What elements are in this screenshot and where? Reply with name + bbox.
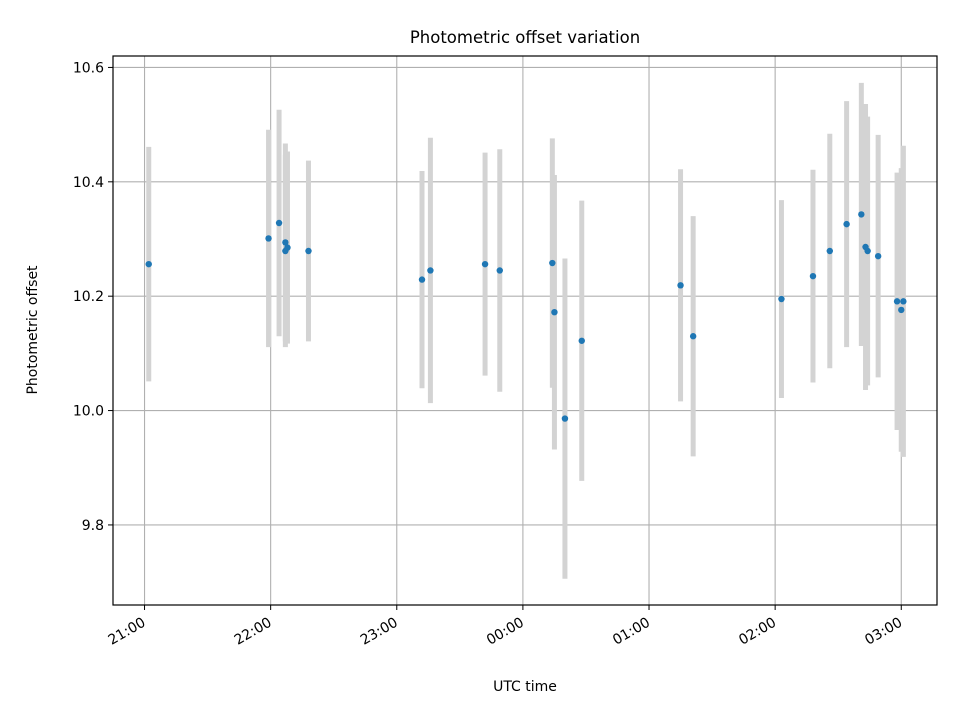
data-point: [305, 247, 312, 255]
data-point: [561, 415, 569, 422]
data-point: [282, 239, 289, 246]
x-tick-label: 23:00: [358, 615, 401, 649]
data-point: [677, 282, 684, 289]
data-point: [778, 295, 785, 303]
x-tick-label: 22:00: [232, 615, 275, 649]
x-tick-label: 03:00: [862, 615, 905, 649]
data-point: [145, 260, 152, 268]
x-axis-label: UTC time: [493, 679, 557, 695]
data-point: [578, 337, 585, 344]
y-tick-label: 10.6: [73, 60, 104, 76]
data-point: [496, 267, 503, 274]
data-point: [898, 306, 905, 314]
data-point: [826, 247, 833, 255]
data-point: [427, 267, 434, 274]
data-point: [275, 219, 283, 227]
data-point: [893, 298, 901, 305]
data-point: [843, 220, 850, 228]
y-tick-label: 10.2: [73, 289, 104, 305]
y-tick-label: 10.0: [73, 404, 104, 420]
x-tick-label: 01:00: [610, 615, 653, 649]
x-tick-label: 00:00: [484, 615, 527, 649]
data-points: [145, 211, 907, 422]
x-tick-label: 21:00: [106, 615, 149, 649]
data-point: [809, 272, 817, 280]
data-point: [265, 235, 272, 242]
data-point: [874, 252, 882, 260]
x-tick-label: 02:00: [736, 615, 779, 649]
data-point: [864, 247, 871, 255]
y-axis-label: Photometric offset: [25, 265, 41, 395]
y-tick-label: 9.8: [82, 518, 104, 534]
data-point: [551, 309, 558, 316]
y-tick-label: 10.4: [73, 175, 104, 191]
plot-area: [113, 56, 937, 605]
data-point: [900, 298, 907, 305]
data-point: [549, 259, 556, 267]
data-point: [284, 244, 291, 251]
plot-frame: [112, 55, 938, 606]
data-point: [858, 211, 865, 218]
data-point: [481, 260, 489, 268]
chart-title: Photometric offset variation: [410, 28, 640, 47]
data-point: [689, 333, 697, 340]
data-point: [418, 276, 426, 283]
